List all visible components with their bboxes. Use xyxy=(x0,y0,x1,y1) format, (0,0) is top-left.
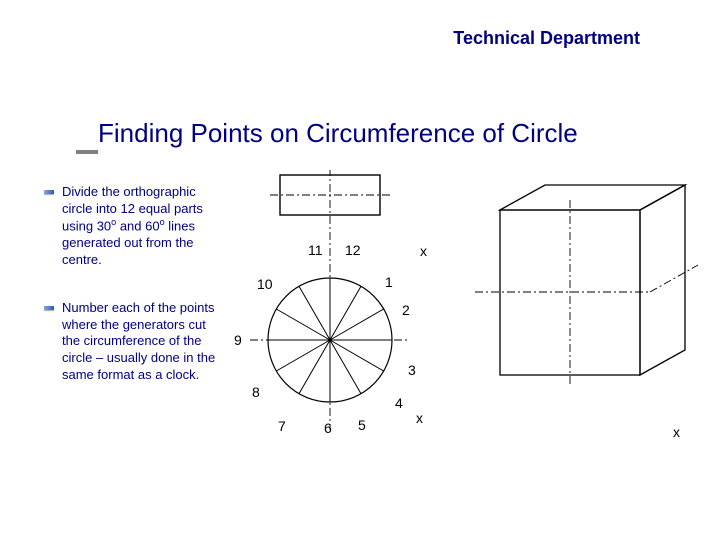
circle-spoke xyxy=(330,286,361,340)
title-accent-bar xyxy=(76,150,98,154)
circle-point-label-9: 9 xyxy=(234,332,242,348)
bullet-icon xyxy=(44,190,54,194)
cube-top-face xyxy=(500,185,685,210)
circle-point-label-11: 11 xyxy=(308,242,323,258)
circle-point-label-5: 5 xyxy=(358,417,366,433)
circle-point-label-4: 4 xyxy=(395,395,403,411)
circle-point-label-10: 10 xyxy=(257,276,273,292)
page-title: Finding Points on Circumference of Circl… xyxy=(98,118,578,149)
circle-spoke xyxy=(276,340,330,371)
bullet-icon xyxy=(44,306,54,310)
cube-right-face xyxy=(640,185,685,375)
circle-point-label-6: 6 xyxy=(324,420,332,436)
circle-point-label-8: 8 xyxy=(252,384,260,400)
circle-point-label-1: 1 xyxy=(385,274,393,290)
circle-spoke xyxy=(330,340,361,394)
circle-spoke xyxy=(276,309,330,340)
circle-point-label-7: 7 xyxy=(278,418,286,434)
cube-axis-label-x: x xyxy=(673,424,680,440)
circle-point-label-12: 12 xyxy=(345,242,361,258)
circle-spokes xyxy=(268,278,392,402)
circle-point-label-3: 3 xyxy=(408,362,416,378)
bullet-1-mid: and 60 xyxy=(116,219,159,234)
diagram-svg xyxy=(230,170,700,490)
circle-spoke xyxy=(299,340,330,394)
circle-point-label-2: 2 xyxy=(402,302,410,318)
iso-cube xyxy=(475,185,698,385)
circle-spoke xyxy=(299,286,330,340)
department-header: Technical Department xyxy=(453,28,640,49)
axis-label-x-bottom: x xyxy=(416,410,423,426)
axis-label-x-top: x xyxy=(420,243,427,259)
circle-spoke xyxy=(330,340,384,371)
bullet-text-1: Divide the orthographic circle into 12 e… xyxy=(62,184,220,268)
circle-spoke xyxy=(330,309,384,340)
cube-depth-centerline xyxy=(650,265,698,292)
bullet-text-2: Number each of the points where the gene… xyxy=(62,300,220,383)
diagram-area: 123456789101112 x x x xyxy=(230,170,700,490)
